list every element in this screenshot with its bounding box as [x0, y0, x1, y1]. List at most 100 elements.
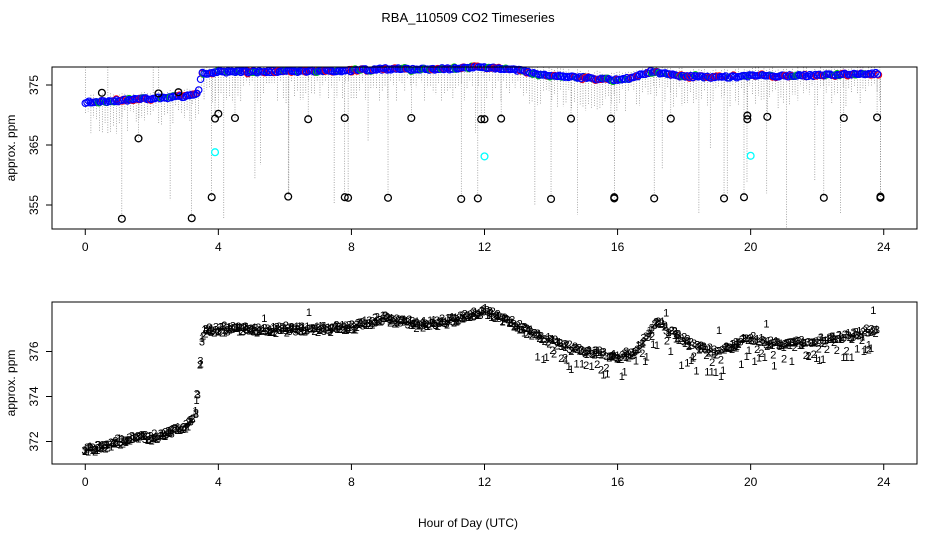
bottom-series-3-mark: 3: [789, 338, 795, 350]
bottom-series-3-mark: 3: [360, 320, 366, 332]
bottom-series-1-mark: 1: [544, 352, 550, 364]
bottom-series-1-mark: 1: [484, 310, 490, 322]
bottom-series-2-mark: 2: [422, 318, 428, 330]
bottom-series-3-mark: 3: [227, 324, 233, 336]
bottom-series-2-mark: 2: [684, 333, 690, 345]
bottom-series-2-mark: 2: [401, 316, 407, 328]
bottom-series-1-mark: 1: [123, 437, 129, 449]
bottom-series-3-mark: 3: [524, 323, 530, 335]
top-cyan-point: [746, 151, 755, 160]
bottom-series-3-mark: 3: [246, 324, 252, 336]
bottom-series-2-mark: 2: [377, 314, 383, 326]
bottom-series-2-mark: 2: [104, 442, 110, 454]
bottom-series-1-mark: 1: [825, 334, 831, 346]
bottom-series-2-mark: 2: [576, 343, 582, 355]
bottom-series-1-mark: 1: [576, 345, 582, 357]
bottom-series-3-mark: 3: [679, 336, 685, 348]
top-y-tick-label: 375: [27, 75, 41, 95]
bottom-series-2-mark: 2: [735, 339, 741, 351]
bottom-series-2-mark: 2: [701, 343, 707, 355]
bottom-series-2-mark: 2: [783, 339, 789, 351]
top-data-point: [874, 71, 883, 79]
bottom-series-2-mark: 2: [99, 440, 105, 452]
bottom-series-1-mark: 1: [526, 326, 532, 338]
bottom-series-2-mark: 2: [274, 322, 280, 334]
bottom-series-2-mark: 2: [776, 340, 782, 352]
top-data-point: [110, 97, 119, 106]
bottom-series-1-mark: 1: [521, 327, 527, 339]
bottom-series-2-mark: 2: [149, 435, 155, 447]
bottom-series-1-mark: 1: [600, 369, 606, 381]
bottom-series-2-mark: 2: [545, 337, 551, 349]
bottom-series-3-mark: 3: [738, 336, 744, 348]
bottom-series-2-mark: 2: [631, 349, 637, 361]
bottom-series-2-mark: 2: [662, 322, 668, 334]
bottom-series-3-mark: 3: [479, 306, 485, 318]
bottom-series-3-mark: 3: [757, 337, 763, 349]
bottom-series-2-mark: 2: [359, 316, 365, 328]
bottom-series-3-mark: 3: [183, 419, 189, 431]
bottom-series-1-mark: 1: [446, 315, 452, 327]
top-data-point: [156, 94, 165, 103]
bottom-series-1-mark: 1: [132, 432, 138, 444]
bottom-series-3-mark: 3: [188, 416, 194, 428]
bottom-series-3-mark: 3: [711, 344, 717, 356]
bottom-series-3-mark: 3: [675, 330, 681, 342]
bottom-series-2-mark: 2: [471, 306, 477, 318]
bottom-series-3-mark: 3: [673, 328, 679, 340]
bottom-series-1-mark: 1: [765, 336, 771, 348]
bottom-series-2-mark: 2: [409, 315, 415, 327]
bottom-series-3-mark: 3: [438, 317, 444, 329]
bottom-series-2-mark: 2: [551, 348, 557, 360]
bottom-series-3-mark: 3: [376, 315, 382, 327]
bottom-series-2-mark: 2: [509, 315, 515, 327]
bottom-series-2-mark: 2: [142, 429, 148, 441]
bottom-series-2-mark: 2: [739, 334, 745, 346]
top-x-tick-label: 0: [82, 240, 89, 254]
bottom-series-2-mark: 2: [127, 436, 133, 448]
bottom-series-3-mark: 3: [111, 439, 117, 451]
bottom-series-1-mark: 1: [649, 324, 655, 336]
bottom-series-2-mark: 2: [514, 320, 520, 332]
bottom-series-3-mark: 3: [357, 319, 363, 331]
top-data-point: [85, 97, 93, 106]
bottom-series-1-mark: 1: [528, 324, 534, 336]
bottom-series-1-mark: 1: [851, 328, 857, 340]
bottom-series-1-mark: 1: [111, 439, 117, 451]
bottom-series-3-mark: 3: [666, 328, 672, 340]
bottom-series-1-mark: 1: [416, 321, 422, 333]
bottom-series-3-mark: 3: [584, 346, 590, 358]
bottom-series-2-mark: 2: [709, 357, 715, 369]
bottom-series-2-mark: 2: [243, 324, 249, 336]
bottom-series-2-mark: 2: [190, 413, 196, 425]
bottom-series-3-mark: 3: [298, 327, 304, 339]
bottom-series-3-mark: 3: [815, 335, 821, 347]
bottom-series-2-mark: 2: [398, 315, 404, 327]
bottom-series-2-mark: 2: [592, 350, 598, 362]
bottom-series-1-mark: 1: [482, 303, 488, 315]
bottom-series-1-mark: 1: [758, 333, 764, 345]
bottom-series-2-mark: 2: [251, 326, 257, 338]
bottom-series-1-mark: 1: [173, 424, 179, 436]
bottom-series-1-mark: 1: [194, 395, 200, 407]
bottom-series-1-mark: 1: [362, 315, 368, 327]
bottom-series-1-mark: 1: [333, 321, 339, 333]
bottom-series-1-mark: 1: [180, 424, 186, 436]
bottom-series-2-mark: 2: [866, 344, 872, 356]
bottom-series-2-mark: 2: [215, 327, 221, 339]
bottom-series-1-mark: 1: [831, 331, 837, 343]
bottom-series-2-mark: 2: [487, 307, 493, 319]
top-y-axis-label: approx. ppm: [4, 115, 18, 182]
top-data-point: [213, 68, 221, 77]
bottom-series-1-mark: 1: [696, 345, 702, 357]
bottom-series-1-mark: 1: [678, 360, 684, 372]
bottom-series-1-mark: 1: [236, 327, 242, 339]
bottom-series-2-mark: 2: [158, 430, 164, 442]
bottom-series-1-mark: 1: [460, 313, 466, 325]
bottom-series-1-mark: 1: [270, 322, 276, 334]
bottom-series-2-mark: 2: [389, 314, 395, 326]
bottom-series-3-mark: 3: [579, 345, 585, 357]
bottom-series-2-mark: 2: [125, 435, 131, 447]
bottom-series-3-mark: 3: [669, 325, 675, 337]
bottom-series-1-mark: 1: [754, 333, 760, 345]
